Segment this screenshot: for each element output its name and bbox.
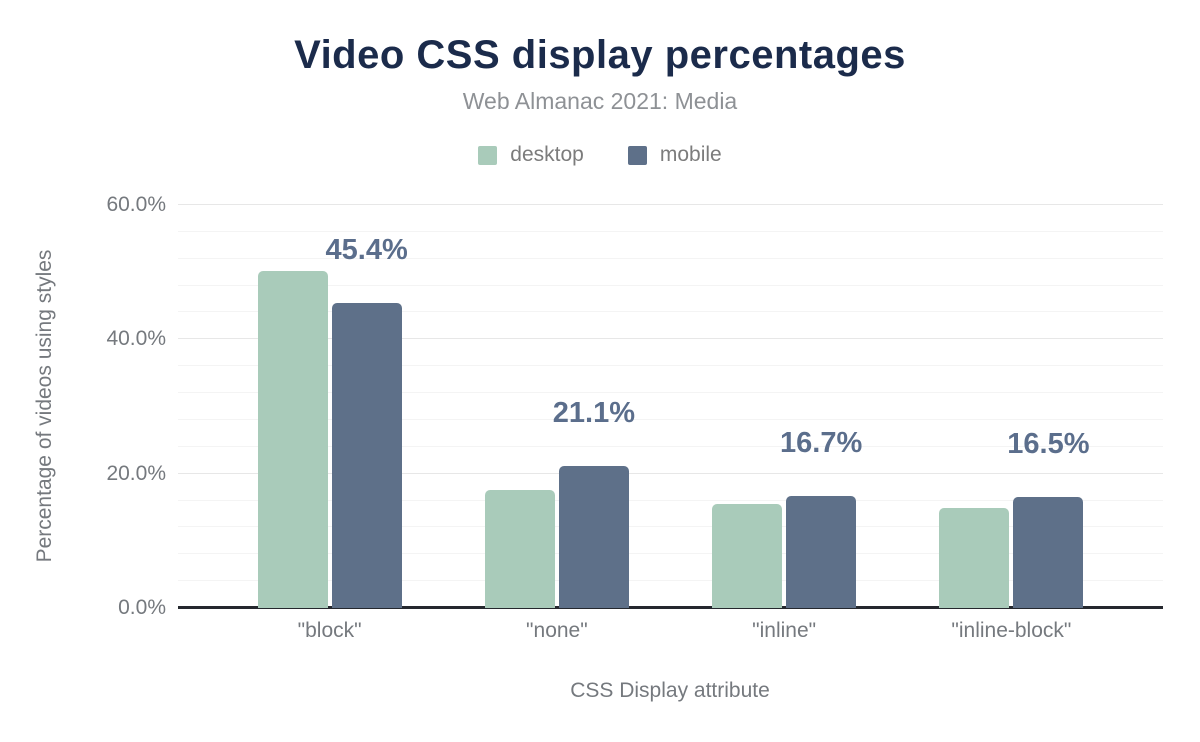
bar-desktop-1 [257,270,328,608]
major-gridline [178,472,1163,474]
x-axis-baseline [178,606,1163,609]
minor-gridline [178,445,1163,447]
bar-desktop-2 [484,489,555,608]
minor-gridline [178,499,1163,501]
bar-mobile-3 [786,495,857,608]
bar-mobile-4 [1013,497,1084,608]
legend-item-desktop: desktop [478,143,584,167]
x-tick-label: "none" [526,619,588,642]
chart-legend: desktop mobile [0,143,1200,167]
minor-gridline [178,230,1163,232]
major-gridline [178,204,1163,205]
legend-label-desktop: desktop [510,143,584,166]
major-gridline [178,338,1163,340]
minor-gridline [178,580,1163,582]
x-tick-label: "inline" [752,619,817,642]
bar-desktop-4 [939,507,1010,608]
plot-area: 45.4% 21.1% 16.7% 16.5% [178,204,1163,609]
minor-gridline [178,526,1163,528]
chart-title: Video CSS display percentages [294,33,906,77]
y-tick-label: 0.0% [118,596,166,619]
y-tick-label: 40.0% [106,327,166,351]
bar-mobile-1 [331,303,402,608]
bar-desktop-3 [712,503,783,608]
bar-value-label: 16.5% [1007,428,1090,461]
bar-mobile-2 [558,466,629,608]
legend-item-mobile: mobile [627,143,722,167]
x-tick-label: "block" [297,619,362,642]
legend-label-mobile: mobile [659,143,722,166]
bar-value-label: 45.4% [325,234,408,267]
legend-swatch-mobile [627,145,647,165]
x-tick-label: "inline-block" [951,619,1072,642]
minor-gridline [178,418,1163,420]
minor-gridline [178,311,1163,313]
chart-subtitle: Web Almanac 2021: Media [462,88,738,114]
minor-gridline [178,392,1163,394]
minor-gridline [178,257,1163,259]
minor-gridline [178,365,1163,367]
legend-swatch-desktop [478,145,498,165]
y-axis-title: Percentage of videos using styles [33,249,56,563]
bar-value-label: 16.7% [780,426,863,459]
minor-gridline [178,553,1163,555]
y-tick-label: 20.0% [106,461,166,485]
bar-value-label: 21.1% [552,397,635,430]
y-tick-label: 60.0% [106,193,166,216]
minor-gridline [178,284,1163,286]
x-axis-title: CSS Display attribute [570,679,770,702]
